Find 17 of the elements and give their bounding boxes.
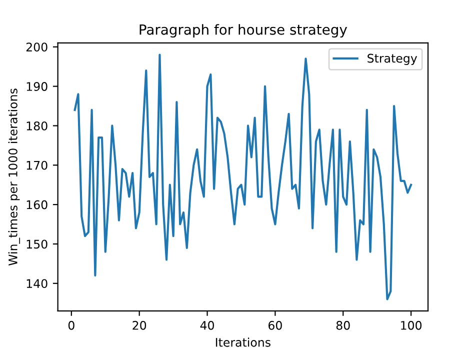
y-tick-label: 200 — [26, 42, 48, 52]
chart-title: Paragraph for hourse strategy — [140, 24, 348, 38]
x-tick-label: 100 — [401, 320, 422, 330]
y-tick-label: 150 — [26, 240, 48, 249]
y-tick-label: 170 — [26, 160, 48, 170]
y-tick-label: 190 — [26, 82, 48, 91]
x-tick-label: 40 — [200, 320, 214, 330]
x-tick-label: 0 — [68, 320, 74, 330]
x-tick-label: 20 — [132, 320, 146, 330]
x-axis-title: Iterations — [216, 338, 270, 347]
y-tick-label: 140 — [26, 279, 48, 288]
legend-label: Strategy — [368, 54, 418, 66]
y-axis-title: Win_times per 1000 iterations — [8, 88, 20, 266]
y-tick-label: 180 — [26, 121, 48, 130]
x-tick-label: 80 — [336, 320, 350, 330]
y-tick-label: 160 — [26, 200, 48, 210]
x-tick-label: 60 — [268, 320, 282, 330]
